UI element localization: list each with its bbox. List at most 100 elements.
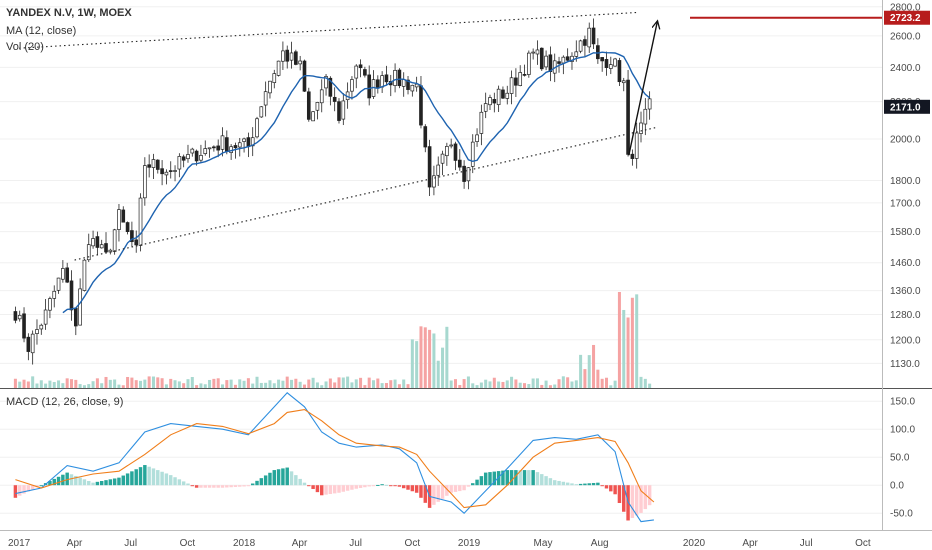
candle-76 xyxy=(341,93,346,126)
macd-hist-bar-20 xyxy=(99,481,104,486)
candle-98 xyxy=(436,156,441,186)
volume-bar-96 xyxy=(428,329,432,388)
candle-121 xyxy=(535,40,540,65)
macd-hist-bar-27 xyxy=(130,471,134,486)
volume-bar-54 xyxy=(246,378,250,388)
volume-bar-28 xyxy=(134,380,138,388)
volume-bar-105 xyxy=(466,376,470,388)
time-tick-5: Apr xyxy=(292,538,308,549)
volume-bar-82 xyxy=(367,377,371,388)
macd-hist-bar-125 xyxy=(552,480,557,486)
volume-bar-56 xyxy=(255,376,259,388)
candle-144 xyxy=(634,122,639,169)
volume-bar-113 xyxy=(501,381,505,388)
chart-grid xyxy=(0,0,932,531)
macd-tick-0: -50.0 xyxy=(890,509,913,520)
macd-hist-bar-127 xyxy=(561,481,566,486)
volume-bar-137 xyxy=(604,377,609,388)
volume-bar-9 xyxy=(52,382,56,388)
macd-hist-bar-100 xyxy=(445,485,449,496)
volume-bar-50 xyxy=(229,379,233,388)
volume-bar-74 xyxy=(333,382,337,388)
volume-bar-146 xyxy=(643,378,647,388)
macd-hist-bar-111 xyxy=(492,471,497,486)
volume-bar-78 xyxy=(350,382,354,388)
macd-hist-bar-43 xyxy=(199,485,203,488)
candle-19 xyxy=(95,231,100,256)
volume-bar-62 xyxy=(281,380,285,388)
macd-hist-bar-98 xyxy=(436,485,440,502)
volume-bar-51 xyxy=(233,384,237,388)
candle-53 xyxy=(242,137,246,153)
time-tick-0: 2017 xyxy=(8,538,31,549)
candle-118 xyxy=(522,64,527,77)
volume-bar-111 xyxy=(492,377,496,388)
macd-hist-bar-63 xyxy=(285,467,289,486)
volume-bar-100 xyxy=(445,326,449,388)
ma-legend: MA (12, close) xyxy=(6,25,77,37)
candle-51 xyxy=(233,142,238,159)
candle-9 xyxy=(52,285,57,308)
candle-36 xyxy=(168,161,173,179)
candle-95 xyxy=(423,124,428,153)
candle-135 xyxy=(596,38,600,64)
candle-43 xyxy=(199,144,203,163)
volume-bar-19 xyxy=(95,378,99,388)
volume-bar-91 xyxy=(406,384,410,388)
candle-32 xyxy=(151,153,156,180)
volume-bar-53 xyxy=(242,380,246,388)
candle-12 xyxy=(65,262,69,284)
candle-122 xyxy=(539,47,544,71)
candle-4 xyxy=(30,330,35,365)
volume-bar-60 xyxy=(272,383,276,388)
candle-96 xyxy=(427,139,432,197)
candle-86 xyxy=(384,65,389,86)
macd-hist-bar-53 xyxy=(242,485,246,487)
macd-hist-bar-90 xyxy=(401,485,406,489)
candle-59 xyxy=(268,80,272,99)
volume-bar-102 xyxy=(453,379,457,388)
time-tick-7: Oct xyxy=(405,538,421,549)
volume-bar-142 xyxy=(626,317,630,388)
candle-90 xyxy=(401,72,406,97)
candle-38 xyxy=(177,153,182,178)
volume-bar-107 xyxy=(475,385,479,388)
time-axis[interactable]: 2017 Apr Jul Oct 2018 Apr Jul Oct 2019 May Aug 2020… xyxy=(8,538,871,549)
macd-hist-bar-135 xyxy=(596,482,600,486)
macd-hist-bar-18 xyxy=(91,482,95,486)
price-tick-4: 1460.0 xyxy=(890,258,921,269)
candle-146 xyxy=(643,98,648,136)
volume-bar-18 xyxy=(91,381,95,388)
time-tick-14: Oct xyxy=(855,538,871,549)
macd-hist-bar-103 xyxy=(458,485,462,492)
macd-axis[interactable]: -50.0 0.0 50.0 100.0 150.0 xyxy=(890,397,915,520)
macd-hist-bar-107 xyxy=(475,479,479,486)
price-tick-1: 1200.0 xyxy=(890,335,921,346)
macd-hist-bar-136 xyxy=(600,485,604,487)
volume-bar-25 xyxy=(121,385,125,388)
volume-bar-143 xyxy=(630,297,634,388)
macd-hist-bar-30 xyxy=(143,465,147,486)
macd-hist-bar-29 xyxy=(138,467,143,486)
volume-bar-14 xyxy=(74,379,78,388)
volume-bar-16 xyxy=(82,385,86,388)
macd-hist-bar-97 xyxy=(432,485,436,505)
candle-45 xyxy=(207,147,212,158)
volume-bar-37 xyxy=(173,380,177,388)
candle-61 xyxy=(276,60,281,77)
price-axis[interactable]: 1130.0 1200.0 1280.0 1360.0 1460.0 1580.0 1700… xyxy=(890,2,921,370)
price-tick-2: 1280.0 xyxy=(890,310,921,321)
candle-63 xyxy=(285,45,290,69)
macd-hist-bar-0 xyxy=(13,485,18,498)
volume-bar-6 xyxy=(39,380,43,388)
candle-55 xyxy=(250,127,255,157)
volume-bar-75 xyxy=(337,377,341,388)
macd-hist-bar-110 xyxy=(488,472,492,486)
macd-hist-bar-69 xyxy=(311,485,315,489)
macd-hist-bar-99 xyxy=(440,485,445,499)
volume-bar-66 xyxy=(298,381,302,388)
volume-bar-33 xyxy=(156,377,160,388)
candle-111 xyxy=(492,92,497,113)
macd-hist-bar-80 xyxy=(358,485,363,488)
